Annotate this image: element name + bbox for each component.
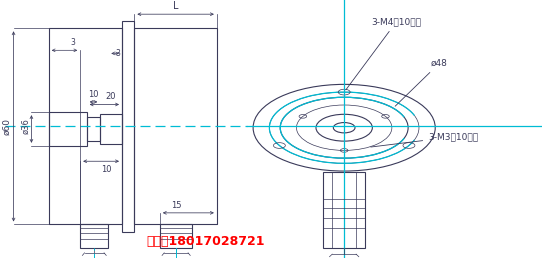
Bar <box>80 224 108 248</box>
Bar <box>332 172 356 248</box>
Text: 3-M4深10均布: 3-M4深10均布 <box>346 18 421 90</box>
Text: ø36: ø36 <box>22 118 30 134</box>
Text: ø48: ø48 <box>395 59 448 106</box>
Text: 3: 3 <box>71 38 75 47</box>
Bar <box>323 172 365 248</box>
Bar <box>49 112 87 146</box>
Text: 15: 15 <box>171 201 182 210</box>
Text: 3: 3 <box>115 49 120 58</box>
Text: 10: 10 <box>88 90 99 99</box>
Text: L: L <box>173 1 178 11</box>
Bar <box>122 21 134 232</box>
Bar <box>100 114 122 144</box>
Text: 3-M3深10均布: 3-M3深10均布 <box>371 132 478 147</box>
Bar <box>134 28 217 224</box>
Text: 10: 10 <box>101 165 112 174</box>
Text: 手机：18017028721: 手机：18017028721 <box>147 235 265 248</box>
Text: ø60: ø60 <box>3 118 11 135</box>
Text: 20: 20 <box>106 92 117 101</box>
Bar <box>49 28 122 224</box>
Bar <box>160 224 192 248</box>
Bar <box>87 117 100 141</box>
